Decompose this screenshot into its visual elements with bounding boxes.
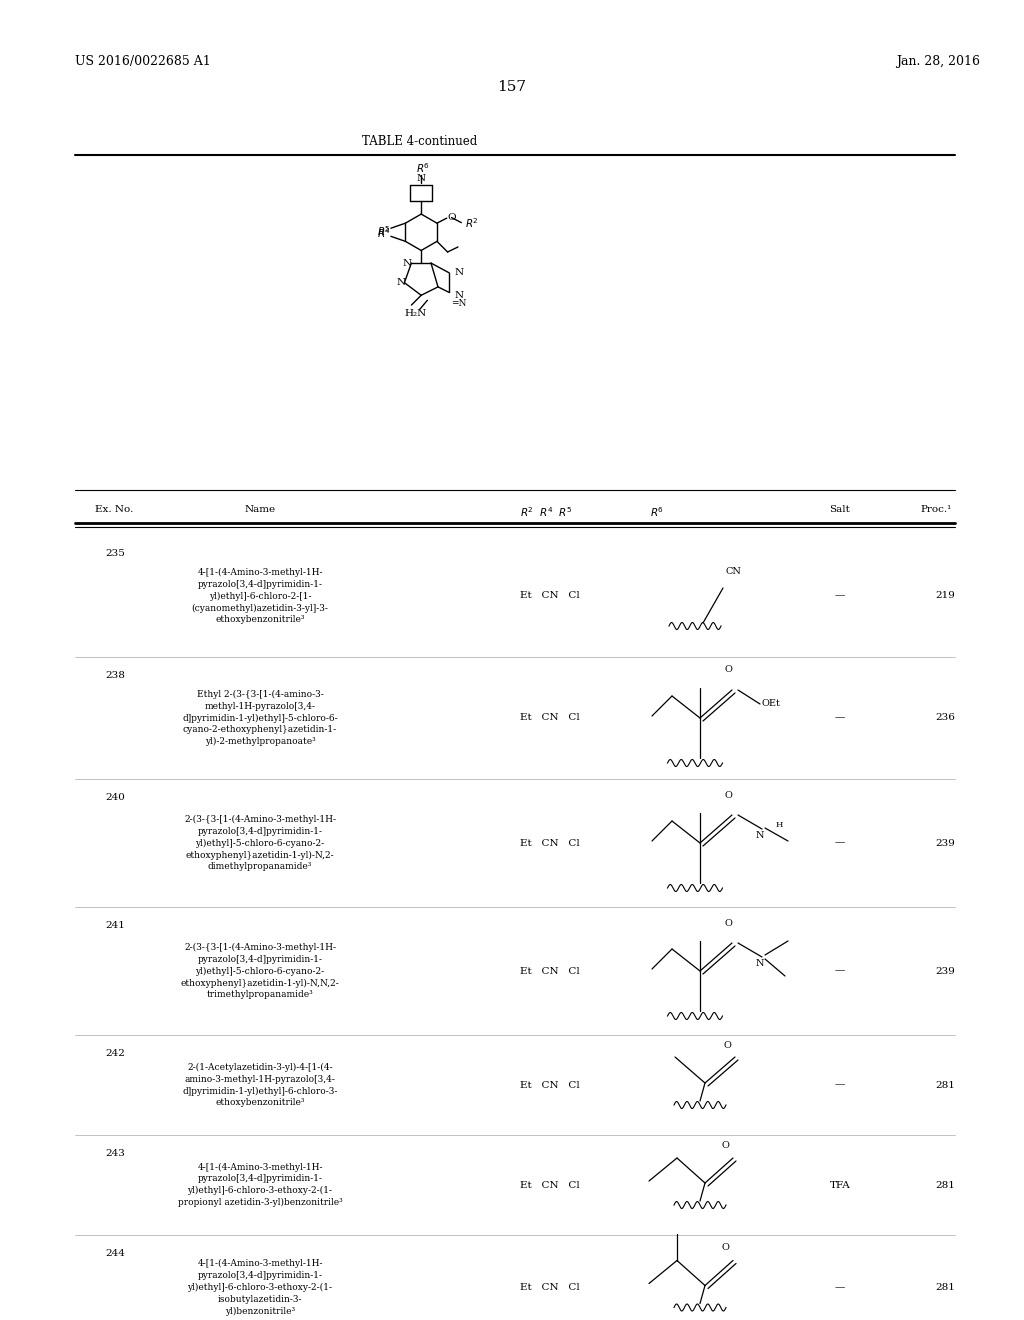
Text: 4-[1-(4-Amino-3-methyl-1H-
pyrazolo[3,4-d]pyrimidin-1-
yl)ethyl]-6-chloro-3-etho: 4-[1-(4-Amino-3-methyl-1H- pyrazolo[3,4-…	[187, 1259, 333, 1316]
Text: Et   CN   Cl: Et CN Cl	[520, 1081, 580, 1089]
Text: 281: 281	[935, 1081, 955, 1089]
Text: TFA: TFA	[829, 1180, 850, 1189]
Text: —: —	[835, 591, 845, 601]
Text: 239: 239	[935, 966, 955, 975]
Text: —: —	[835, 966, 845, 975]
Text: N: N	[396, 279, 406, 288]
Text: Jan. 28, 2016: Jan. 28, 2016	[896, 55, 980, 69]
Text: 2-(3-{3-[1-(4-Amino-3-methyl-1H-
pyrazolo[3,4-d]pyrimidin-1-
yl)ethyl]-5-chloro-: 2-(3-{3-[1-(4-Amino-3-methyl-1H- pyrazol…	[180, 942, 339, 999]
Text: =N: =N	[451, 300, 466, 308]
Text: —: —	[835, 838, 845, 847]
Text: N: N	[455, 268, 464, 277]
Text: 4-[1-(4-Amino-3-methyl-1H-
pyrazolo[3,4-d]pyrimidin-1-
yl)ethyl]-6-chloro-2-[1-
: 4-[1-(4-Amino-3-methyl-1H- pyrazolo[3,4-…	[191, 568, 329, 624]
Text: N: N	[756, 958, 764, 968]
Text: 219: 219	[935, 591, 955, 601]
Text: Ethyl 2-(3-{3-[1-(4-amino-3-
methyl-1H-pyrazolo[3,4-
d]pyrimidin-1-yl)ethyl]-5-c: Ethyl 2-(3-{3-[1-(4-amino-3- methyl-1H-p…	[182, 689, 338, 746]
Text: N: N	[417, 174, 426, 183]
Text: O: O	[723, 1040, 731, 1049]
Text: 235: 235	[105, 549, 125, 558]
Text: $R^4$: $R^4$	[378, 227, 391, 240]
Text: 241: 241	[105, 921, 125, 931]
Text: 238: 238	[105, 671, 125, 680]
Text: O: O	[724, 665, 732, 675]
Text: O: O	[447, 213, 456, 222]
Text: 281: 281	[935, 1283, 955, 1292]
Text: Et   CN   Cl: Et CN Cl	[520, 591, 580, 601]
Text: Ex. No.: Ex. No.	[95, 506, 133, 513]
Text: O: O	[721, 1243, 729, 1251]
Text: 2-(3-{3-[1-(4-Amino-3-methyl-1H-
pyrazolo[3,4-d]pyrimidin-1-
yl)ethyl]-5-chloro-: 2-(3-{3-[1-(4-Amino-3-methyl-1H- pyrazol…	[184, 814, 336, 871]
Text: 242: 242	[105, 1049, 125, 1059]
Text: O: O	[721, 1140, 729, 1150]
Text: N: N	[756, 830, 764, 840]
Text: $R^2$  $R^4$  $R^5$: $R^2$ $R^4$ $R^5$	[520, 506, 572, 519]
Text: $R^6$: $R^6$	[416, 161, 430, 174]
Text: CN: CN	[725, 566, 741, 576]
Text: —: —	[835, 1081, 845, 1089]
Text: Name: Name	[245, 506, 275, 513]
Text: 243: 243	[105, 1148, 125, 1158]
Text: N: N	[402, 259, 412, 268]
Text: Et   CN   Cl: Et CN Cl	[520, 966, 580, 975]
Text: OEt: OEt	[762, 700, 781, 709]
Text: $R^6$: $R^6$	[650, 506, 665, 519]
Text: $R^5$: $R^5$	[378, 224, 391, 238]
Text: —: —	[835, 714, 845, 722]
Text: —: —	[835, 1283, 845, 1292]
Text: 244: 244	[105, 1249, 125, 1258]
Text: Proc.¹: Proc.¹	[920, 506, 951, 513]
Text: O: O	[724, 919, 732, 928]
Text: 4-[1-(4-Amino-3-methyl-1H-
pyrazolo[3,4-d]pyrimidin-1-
yl)ethyl]-6-chloro-3-etho: 4-[1-(4-Amino-3-methyl-1H- pyrazolo[3,4-…	[177, 1163, 342, 1208]
Text: $R^2$: $R^2$	[465, 216, 479, 230]
Text: N: N	[455, 290, 464, 300]
Text: Et   CN   Cl: Et CN Cl	[520, 1180, 580, 1189]
Text: Et   CN   Cl: Et CN Cl	[520, 838, 580, 847]
Text: H₂N: H₂N	[404, 309, 427, 318]
Text: 281: 281	[935, 1180, 955, 1189]
Text: O: O	[724, 791, 732, 800]
Text: Et   CN   Cl: Et CN Cl	[520, 714, 580, 722]
Text: 157: 157	[498, 81, 526, 94]
Text: 239: 239	[935, 838, 955, 847]
Text: 240: 240	[105, 793, 125, 803]
Text: US 2016/0022685 A1: US 2016/0022685 A1	[75, 55, 211, 69]
Text: H: H	[776, 821, 783, 829]
Text: Et   CN   Cl: Et CN Cl	[520, 1283, 580, 1292]
Text: TABLE 4-continued: TABLE 4-continued	[362, 135, 477, 148]
Text: Salt: Salt	[829, 506, 851, 513]
Text: 236: 236	[935, 714, 955, 722]
Text: 2-(1-Acetylazetidin-3-yl)-4-[1-(4-
amino-3-methyl-1H-pyrazolo[3,4-
d]pyrimidin-1: 2-(1-Acetylazetidin-3-yl)-4-[1-(4- amino…	[182, 1063, 338, 1107]
